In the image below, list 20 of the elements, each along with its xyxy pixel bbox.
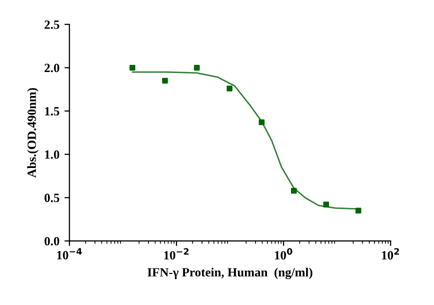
x-tick-label: 10$^{−2}$ [164, 248, 189, 260]
x-axis-title: IFN-γ Protein, Human (ng/ml) [148, 268, 312, 280]
point [355, 208, 362, 214]
y-tick-label: 0.5 [44, 194, 60, 202]
point [194, 64, 200, 71]
point [162, 78, 168, 84]
y-tick-label: 2.5 [44, 20, 60, 29]
point [226, 86, 232, 92]
y-tick-label: 1.0 [45, 150, 60, 159]
x-tick-label: 10$^{2}$ [382, 248, 399, 260]
y-tick-label: 0.0 [44, 236, 60, 246]
y-tick-label: 2.0 [44, 64, 60, 72]
point [130, 64, 136, 71]
y-tick-label: 1.5 [45, 107, 60, 116]
x-tick-label: 10$^{−4}$ [57, 248, 82, 260]
y-axis-title: Abs.(OD.490nm) [27, 88, 39, 178]
point [290, 188, 297, 194]
point [258, 119, 265, 126]
point [323, 202, 330, 208]
x-tick-label: 10$^{0}$ [274, 248, 292, 260]
